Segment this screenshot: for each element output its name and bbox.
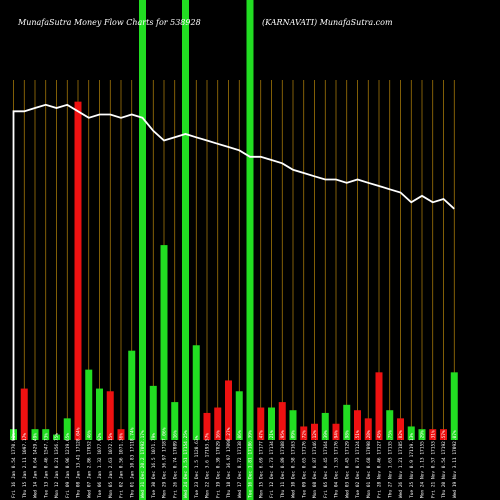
x-tick-label: Thu 11 Dec 0.89 17108.95% (280, 430, 286, 498)
money-flow-bar (364, 418, 372, 440)
x-tick-label: Fri 12 Dec 4.73 17134.21% (269, 430, 275, 498)
money-flow-bar (106, 391, 114, 440)
money-flow-bar (407, 426, 415, 440)
money-flow-bar (214, 407, 222, 440)
x-tick-label: Wed 14 Jan 0.64 1429.49% (33, 433, 39, 498)
x-tick-label: Tue 09 Dec 0.65 17176.72% (301, 430, 307, 498)
money-flow-spike-bar (139, 0, 146, 500)
x-tick-label: Mon 01 Dec 0.68 17098.28% (366, 430, 372, 498)
x-tick-label: Wed 19 Nov 3.11 17092.07% (452, 430, 458, 498)
x-tick-label: Thu 01 Jan 10.83 17118.74% (129, 427, 135, 498)
x-tick-label: Fri 05 Dec 0.45 17164.39% (323, 430, 329, 498)
money-flow-bar (117, 429, 125, 440)
money-flow-bar (450, 372, 458, 440)
x-tick-label: Tue 25 Nov 0.9 17119.13% (409, 433, 415, 498)
x-tick-label: Tue 06 Jan 1.32 1077.92% (97, 433, 103, 498)
x-tick-label: Thu 18 Dec 36.97 17098.27% (226, 427, 232, 498)
money-flow-bar (160, 245, 168, 440)
x-tick-label: Mon 22 Dec 3.6 17193.57% (205, 433, 211, 498)
price-line-path (12, 103, 455, 440)
x-tick-label: Wed 10 Dec 0.58 17163.09% (291, 430, 297, 498)
x-tick-label: Thu 27 Nov 1.63 17135.75% (387, 430, 393, 498)
money-flow-bar (300, 426, 308, 440)
money-flow-bar (149, 385, 157, 440)
money-flow-bar (278, 402, 286, 440)
x-tick-label: Thu 08 Jan 13.41 17128.04% (76, 427, 82, 498)
money-flow-bar (332, 423, 340, 440)
money-flow-bar (74, 101, 82, 440)
x-tick-label: Fri 09 Jan 0.96 1219.65% (65, 433, 71, 498)
money-flow-bar (289, 410, 297, 440)
price-line (12, 103, 455, 440)
money-flow-bar (128, 350, 136, 440)
x-tick-label: Mon 12 Jan 0.21 1356.75% (54, 433, 60, 498)
money-flow-bar (42, 429, 50, 440)
chart-header-left: MunafaSutra Money Flow Charts for 538928 (17, 18, 201, 27)
money-flow-bar (429, 429, 437, 440)
x-tick-label: Thu 20 Nov 0.54 17192.57% (441, 430, 447, 498)
x-tick-label: Tue 23 Dec 1.5 1120.63% (194, 435, 200, 498)
x-tick-label: Tue 02 Dec 0.73 17124.51% (355, 430, 361, 498)
money-flow-bar (268, 407, 275, 440)
x-tick-label: Thu 04 Dec 1.33 17176.94% (334, 430, 340, 498)
money-flow-bars (10, 0, 458, 500)
money-flow-bar (397, 418, 404, 440)
money-flow-bar (343, 404, 351, 440)
money-flow-bar (321, 412, 329, 440)
x-tick-label: Fri 21 Nov 0.57 17153.31% (430, 430, 436, 498)
money-flow-bar (203, 412, 211, 440)
money-flow-bar (20, 388, 28, 440)
x-tick-label: Mon 05 Jan 2.63 1072.15% (108, 433, 114, 498)
x-tick-label: Fri 28 Nov 0.46 17127.45% (377, 430, 383, 498)
x-tick-label: Mon 08 Dec 0.87 17146.12% (312, 430, 318, 498)
money-flow-bar (375, 372, 383, 440)
money-flow-spike-bar (182, 0, 189, 500)
money-flow-bar (418, 429, 426, 440)
x-tick-label: Tue 16 Dec 1.81 17186.39% (248, 430, 254, 498)
x-tick-label: Fri 02 Jan 0.56 1071.36% (119, 433, 125, 498)
x-tick-label: Mon 29 Dec 36.97 17187.06% (162, 427, 168, 498)
x-tick-labels: Fri 16 Jan 0.54 1770.91% Thu 15 Jan 2.11 … (11, 427, 458, 498)
money-flow-bar (257, 407, 265, 440)
x-tick-label: Fri 16 Jan 0.54 1770.91% (11, 433, 17, 498)
x-tick-label: Fri 26 Dec 0.74 17089.16% (172, 430, 178, 498)
x-tick-label: Thu 15 Jan 2.11 1097.17% (22, 433, 28, 498)
x-tick-label: Mon 15 Dec 6.69 17177.47% (258, 430, 264, 498)
x-tick-label: Wed 26 Nov 1.21 17185.82% (398, 430, 404, 498)
x-tick-label: Tue 13 Jan 0.46 1547.73% (43, 433, 49, 498)
money-flow-bar (225, 380, 232, 440)
x-tick-label: Wed 03 Dec 0.45 17129.98% (344, 430, 350, 498)
x-tick-label: Tue 30 Dec 16.5 1071.79% (151, 433, 157, 498)
money-flow-bar (96, 388, 103, 440)
money-flow-bar (192, 345, 200, 440)
chart-header-right: (KARNAVATI) MunafaSutra.com (262, 18, 393, 27)
money-flow-spike-bar (246, 0, 254, 500)
x-tick-label: Wed 17 Dec 8.72 17138.06% (237, 430, 243, 498)
x-tick-label: Mon 24 Nov 1.13 17155.29% (420, 430, 426, 498)
money-flow-bar (171, 402, 179, 440)
money-flow-bar (235, 391, 243, 440)
money-flow-bar (440, 429, 447, 440)
x-tick-label: Wed 31 Dec 20.2 17092.17% (140, 430, 146, 498)
x-tick-label: Wed 07 Jan 2.86 17052.46% (86, 430, 92, 498)
money-flow-bar (311, 423, 318, 440)
x-tick-label: Wed 24 Dec 3.51 17154.25% (183, 430, 189, 498)
money-flow-bar (31, 429, 39, 440)
money-flow-bar (85, 369, 93, 440)
money-flow-bar (53, 434, 60, 440)
x-tick-label: Fri 19 Dec 0.39 17029.16% (215, 430, 221, 498)
money-flow-bar (354, 410, 361, 440)
money-flow-bar (63, 418, 71, 440)
money-flow-bar (386, 410, 394, 440)
